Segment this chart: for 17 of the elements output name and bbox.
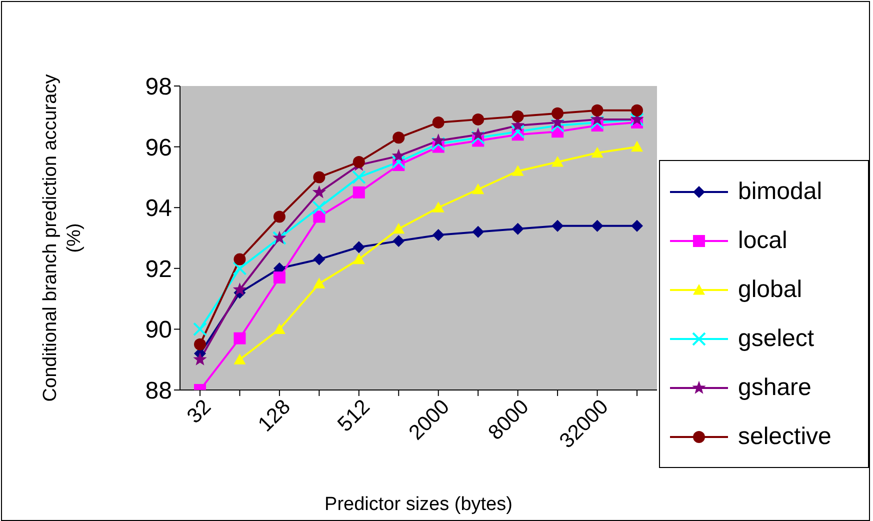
y-tick-label: 88 — [145, 378, 172, 405]
legend-label: local — [738, 226, 788, 254]
x-tick-label: 128 — [254, 395, 295, 436]
x-tick-label: 32 — [182, 395, 216, 428]
legend-label: selective — [738, 422, 832, 450]
y-tick-label: 98 — [145, 74, 172, 101]
legend-label: global — [738, 276, 802, 304]
x-axis-title: Predictor sizes (bytes) — [324, 494, 512, 515]
y-tick-label: 96 — [145, 134, 172, 162]
legend-label: gselect — [738, 324, 814, 352]
x-tick-label: 512 — [333, 395, 374, 436]
legend-label: gshare — [738, 374, 812, 402]
y-axis-title: Conditional branch prediction accuracy (%) — [40, 74, 85, 402]
y-tick-label: 90 — [145, 316, 172, 344]
legend-label: bimodal — [738, 178, 822, 206]
y-tick-label: 94 — [145, 195, 172, 222]
y-tick-label: 92 — [145, 256, 172, 283]
